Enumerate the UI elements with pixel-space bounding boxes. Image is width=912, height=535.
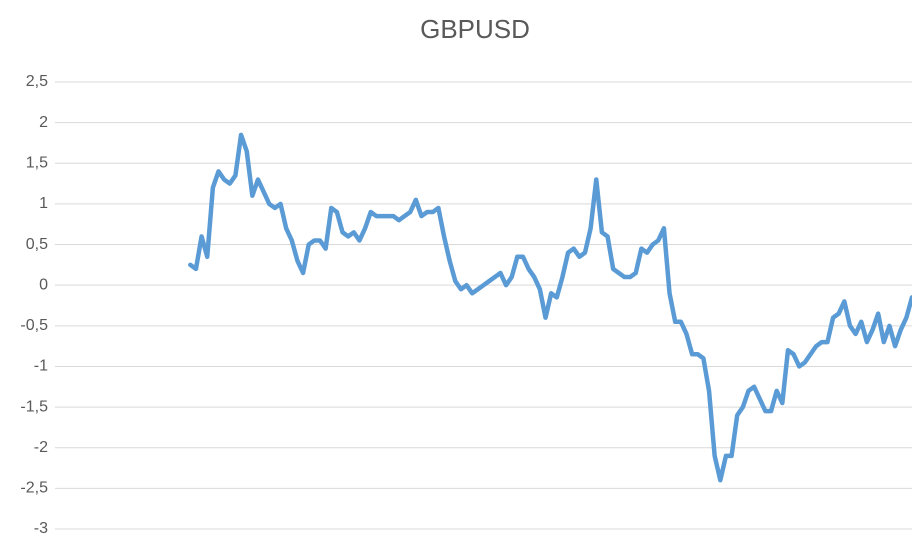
y-tick-label: -1,5 [20,398,48,415]
chart-title: GBPUSD [420,14,530,44]
y-tick-label: 2 [39,114,48,131]
y-tick-label: -3 [34,520,48,535]
y-tick-label: -2 [34,439,48,456]
y-tick-label: -1 [34,358,48,375]
y-tick-label: 2,5 [26,73,48,90]
data-line [188,132,912,483]
y-tick-label: 1 [39,195,48,212]
y-tick-label: 1,5 [26,154,48,171]
y-tick-label: -2,5 [20,480,48,497]
y-tick-label: 0 [39,276,48,293]
y-tick-label: -0,5 [20,317,48,334]
y-tick-label: 0,5 [26,236,48,253]
